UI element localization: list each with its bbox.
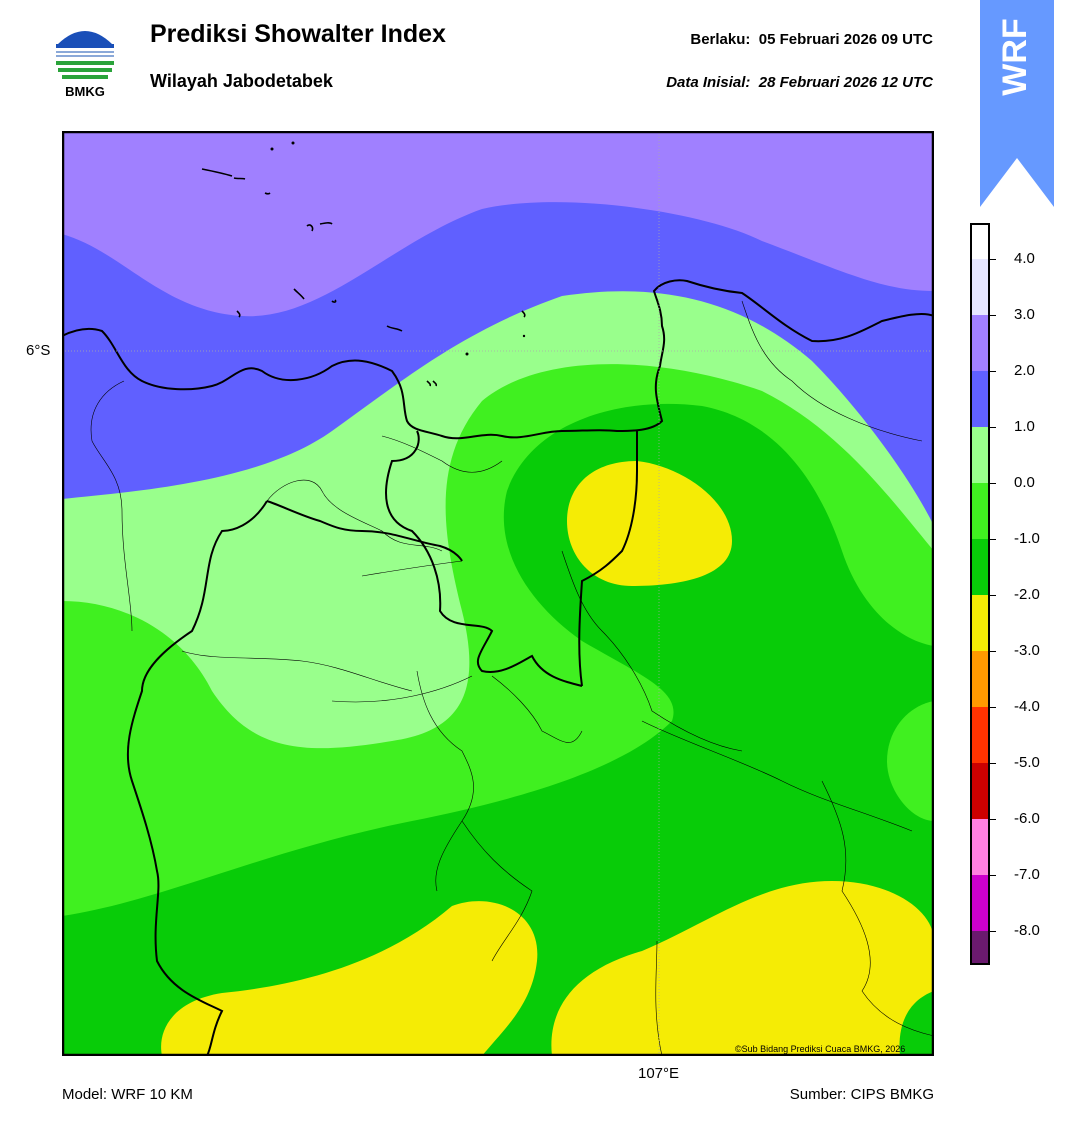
colorbar-label: -1.0 — [1014, 530, 1040, 547]
colorbar-cell — [970, 931, 990, 965]
longitude-label: 107°E — [638, 1065, 680, 1082]
page-subtitle: Wilayah Jabodetabek — [150, 71, 333, 91]
colorbar-tick — [990, 315, 996, 316]
model-info: Model: WRF 10 KM — [62, 1086, 193, 1103]
island-dot — [270, 147, 274, 151]
band-minus2-corner — [899, 991, 934, 1056]
colorbar-label: 2.0 — [1014, 362, 1035, 379]
page-title: Prediksi Showalter Index — [150, 20, 446, 48]
valid-value: 05 Februari 2026 09 UTC — [758, 31, 933, 48]
colorbar-tick — [990, 875, 996, 876]
band-minus3-to-minus2-north — [567, 461, 732, 586]
colorbar-cell — [970, 315, 990, 371]
coastline — [62, 279, 934, 440]
colorbar-label: -4.0 — [1014, 698, 1040, 715]
colorbar-label: -5.0 — [1014, 754, 1040, 771]
colorbar-cell — [970, 875, 990, 931]
colorbar-cell — [970, 707, 990, 763]
colorbar-tick — [990, 707, 996, 708]
islands — [201, 168, 526, 387]
init-time: Data Inisial: 28 Februari 2026 12 UTC — [666, 74, 933, 91]
regency-boundaries — [90, 300, 934, 1056]
colorbar-cell — [970, 651, 990, 707]
colorbar-cell — [970, 595, 990, 651]
valid-time: Berlaku: 05 Februari 2026 09 UTC — [690, 31, 933, 48]
colorbar-tick — [990, 763, 996, 764]
colorbar-label: 0.0 — [1014, 474, 1035, 491]
colorbar-tick — [990, 539, 996, 540]
colorbar-cell — [970, 483, 990, 539]
colorbar-cell — [970, 371, 990, 427]
colorbar-label: -7.0 — [1014, 866, 1040, 883]
band-minus3-to-minus2-southeast — [551, 881, 934, 1056]
colorbar-tick — [990, 931, 996, 932]
valid-label: Berlaku: — [690, 31, 751, 48]
colorbar-tick — [990, 427, 996, 428]
source-info: Sumber: CIPS BMKG — [789, 1086, 934, 1103]
colorbar-tick — [990, 259, 996, 260]
colorbar-cell — [970, 259, 990, 315]
latitude-label: 6°S — [26, 342, 51, 359]
colorbar-tick — [990, 371, 996, 372]
init-label: Data Inisial: — [666, 74, 751, 91]
bmkg-logo-icon — [55, 26, 115, 86]
colorbar-tick — [990, 819, 996, 820]
copyright-note: ©Sub Bidang Prediksi Cuaca BMKG, 2026 — [735, 1044, 906, 1054]
init-value: 28 Februari 2026 12 UTC — [758, 74, 933, 91]
logo-text: BMKG — [65, 84, 105, 99]
colorbar-label: 4.0 — [1014, 250, 1035, 267]
colorbar-label: -2.0 — [1014, 586, 1040, 603]
band-minus1-bulge — [887, 701, 934, 821]
colorbar-tick — [990, 595, 996, 596]
colorbar-cells — [970, 223, 990, 965]
island-dot — [291, 141, 295, 145]
colorbar-label: -3.0 — [1014, 642, 1040, 659]
wrf-banner: WRF — [980, 0, 1054, 207]
colorbar-label: -8.0 — [1014, 922, 1040, 939]
colorbar-tick — [990, 483, 996, 484]
map-border — [62, 131, 934, 1056]
colorbar-label: 3.0 — [1014, 306, 1035, 323]
island-dot — [465, 352, 469, 356]
island-dot — [522, 334, 526, 338]
province-boundaries — [126, 430, 638, 1056]
colorbar-border — [970, 223, 990, 965]
colorbar-tick — [990, 651, 996, 652]
colorbar — [970, 223, 990, 965]
band-minus3-to-minus2-southwest — [161, 901, 538, 1056]
colorbar-cell — [970, 819, 990, 875]
colorbar-cell — [970, 427, 990, 483]
showalter-map — [62, 131, 934, 1056]
wrf-banner-text: WRF — [996, 18, 1034, 95]
colorbar-cell — [970, 223, 990, 259]
colorbar-cell — [970, 763, 990, 819]
colorbar-label: 1.0 — [1014, 418, 1035, 435]
colorbar-label: -6.0 — [1014, 810, 1040, 827]
colorbar-cell — [970, 539, 990, 595]
